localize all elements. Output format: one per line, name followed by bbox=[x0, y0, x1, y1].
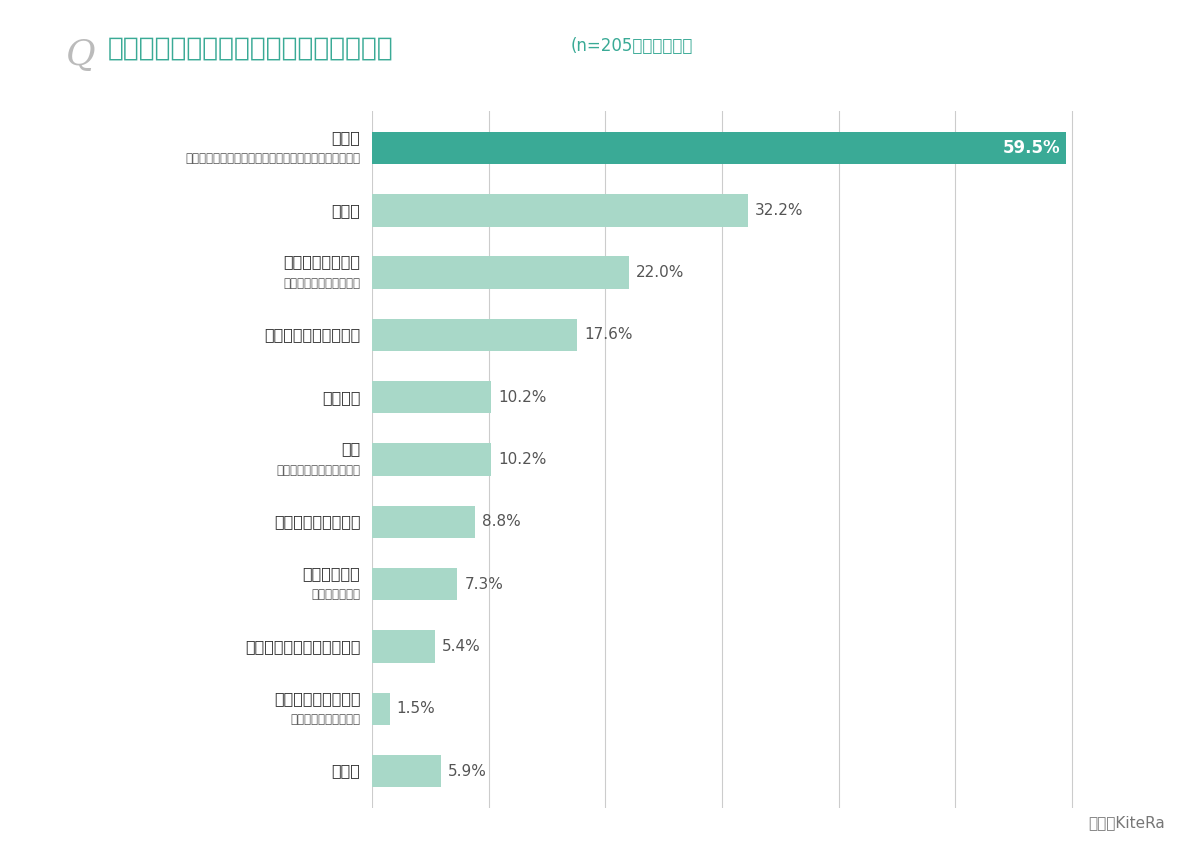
Text: （アミューズメント施設）: （アミューズメント施設） bbox=[276, 464, 360, 477]
Bar bbox=[372, 631, 435, 663]
Text: 1.5%: 1.5% bbox=[396, 701, 436, 717]
Bar bbox=[372, 256, 629, 288]
Text: 22.0%: 22.0% bbox=[635, 266, 685, 280]
Text: 59.5%: 59.5% bbox=[1003, 139, 1060, 157]
Text: （不動産売買・賃貸）: （不動産売買・賃貸） bbox=[291, 713, 360, 726]
Bar bbox=[372, 505, 474, 538]
Bar bbox=[372, 443, 491, 476]
Text: （銀行・保険）: （銀行・保険） bbox=[311, 588, 360, 602]
Text: 株式会KiteRa: 株式会KiteRa bbox=[1088, 814, 1165, 830]
Text: Q: Q bbox=[66, 38, 96, 72]
Text: ホテル等の宿泊施設: ホテル等の宿泊施設 bbox=[274, 514, 360, 529]
Text: その他: その他 bbox=[331, 763, 360, 779]
Bar bbox=[372, 381, 491, 414]
Text: 病院・薬局・介護施設: 病院・薬局・介護施設 bbox=[264, 328, 360, 342]
Text: 5.9%: 5.9% bbox=[448, 763, 486, 779]
Text: 5.4%: 5.4% bbox=[442, 639, 482, 654]
Text: 金融サービス: 金融サービス bbox=[303, 566, 360, 581]
Text: 不動産関連サービス: 不動産関連サービス bbox=[274, 691, 360, 705]
Text: 学習塔や学校等の教育施設: 学習塔や学校等の教育施設 bbox=[245, 639, 360, 654]
Bar bbox=[372, 693, 390, 725]
Text: どの場面で遇遇したことがありますか？: どの場面で遇遇したことがありますか？ bbox=[108, 36, 394, 62]
Bar bbox=[372, 194, 748, 226]
Text: 娯楽: 娯楽 bbox=[341, 442, 360, 456]
Text: 10.2%: 10.2% bbox=[498, 452, 546, 467]
Bar bbox=[372, 132, 1066, 164]
Bar bbox=[372, 319, 578, 351]
Text: 公共交通インフラ: 公共交通インフラ bbox=[283, 254, 360, 270]
Text: 32.2%: 32.2% bbox=[754, 203, 803, 218]
Text: 8.8%: 8.8% bbox=[482, 514, 521, 529]
Text: 17.6%: 17.6% bbox=[585, 328, 633, 342]
Bar bbox=[372, 568, 458, 600]
Text: 10.2%: 10.2% bbox=[498, 390, 546, 405]
Text: 7.3%: 7.3% bbox=[465, 577, 503, 591]
Bar bbox=[372, 755, 441, 787]
Text: （鉄道・飛行機・バス）: （鉄道・飛行機・バス） bbox=[283, 277, 360, 289]
Text: 飲食店: 飲食店 bbox=[331, 203, 360, 218]
Text: （百貨店・衣料品店・量販店・スーパー・コンビニ等）: （百貨店・衣料品店・量販店・スーパー・コンビニ等） bbox=[185, 152, 360, 165]
Text: (n=205、複数回答）: (n=205、複数回答） bbox=[570, 37, 693, 55]
Text: 小売店: 小売店 bbox=[331, 130, 360, 145]
Text: タクシー: タクシー bbox=[322, 390, 360, 405]
